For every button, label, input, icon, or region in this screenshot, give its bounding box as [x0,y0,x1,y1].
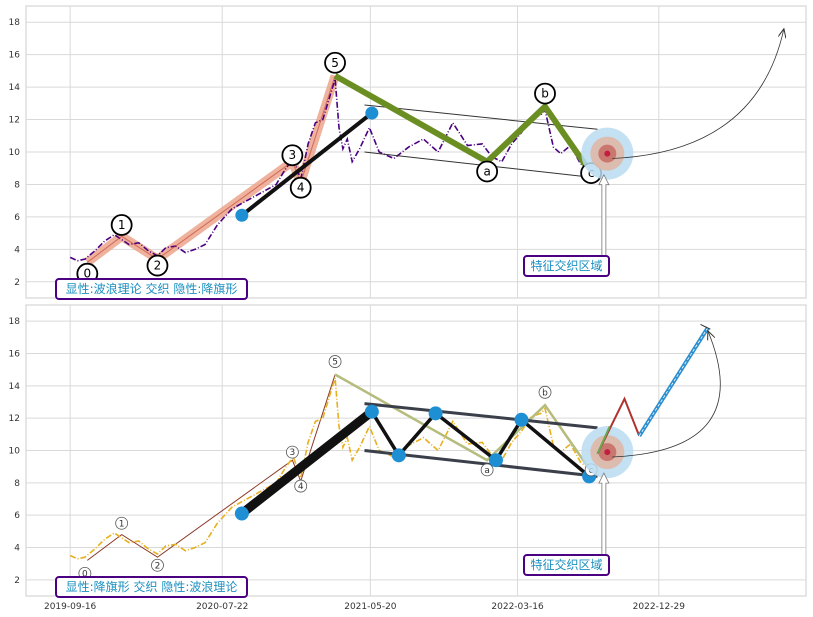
wave-label-circle [285,445,299,459]
pivot-dot [514,412,529,427]
pattern-label-box [55,278,248,300]
wave-label-circle [115,516,129,530]
wave-label-b: b [542,388,548,398]
zone-label-text: 特征交织区域 [530,557,602,572]
pointer-arrow [598,472,610,568]
wave-label-5: 5 [331,56,339,70]
wave-label-3: 3 [290,448,296,458]
y-tick-label: 18 [9,317,21,327]
trend-line [240,111,374,217]
wave-label-1: 1 [119,519,125,529]
y-tick-label: 10 [9,148,21,158]
y-tick-label: 14 [9,382,21,392]
wave-label-5: 5 [332,358,338,368]
wave-label-circle [480,463,494,477]
flag-channel-upper [364,402,598,430]
wave-label-b: b [541,87,549,101]
y-tick-label: 16 [9,51,21,61]
pivot-dot [391,448,406,463]
wave-label-3: 3 [289,148,297,162]
panel-bottom: 24681012141618012345abc显性:降旗形 交织 隐性:波浪理论… [9,304,807,598]
x-tick-label: 2022-12-29 [633,602,686,612]
y-tick-label: 12 [9,116,20,126]
correction-abc-line [333,73,594,175]
pivot-dot [235,208,249,222]
x-axis: 2019-09-16 2020-07-22 2021-05-20 2022-03-16… [44,602,685,612]
wave-label-4: 4 [298,482,304,492]
pivot-dot [488,453,503,468]
wave-label-circle [151,558,164,572]
wave-label-2: 2 [154,259,162,273]
wave-label-a: a [483,164,490,178]
y-tick-label: 8 [14,479,20,489]
y-tick-label: 6 [14,213,20,223]
wave-label-circle [476,160,499,183]
x-tick-label: 2021-05-20 [344,602,397,612]
wave-label-a: a [484,466,490,476]
wave-label-0: 0 [84,267,92,281]
y-tick-label: 12 [9,414,20,424]
pattern-label-text: 显性:降旗形 交织 隐性:波浪理论 [66,579,238,594]
pivot-dot [428,406,443,421]
target-zone-core [604,449,611,456]
wave-label-circle [110,214,133,236]
y-tick-label: 6 [14,511,20,521]
wave-label-circle [324,51,346,74]
x-tick-label: 2022-03-16 [491,602,544,612]
zone-label-box [523,554,610,576]
y-tick-label: 4 [14,245,20,255]
wave-label-0: 0 [82,569,88,579]
zone-label-box [523,255,610,277]
y-tick-label: 10 [9,447,21,457]
wave-label-1: 1 [118,218,126,232]
wave-label-circle [294,479,308,493]
wave-label-circle [328,355,342,368]
y-tick-label: 8 [14,180,20,190]
y-tick-label: 2 [14,278,20,288]
y-tick-label: 16 [9,350,21,360]
projection-end-cap [700,323,711,330]
projection-target-dash [638,327,709,437]
wave-label-circle [534,82,556,105]
flagpole-line [237,407,377,519]
wave-label-4: 4 [297,181,305,195]
correction-abc-line [334,373,593,473]
projection-arrow [612,331,721,458]
pivot-dot [365,106,379,120]
y-tick-label: 2 [14,576,20,586]
wave-label-circle [538,385,552,399]
wave-label-circle [146,254,169,277]
y-tick-label: 4 [14,544,20,554]
pattern-label-box [55,576,248,598]
y-tick-label: 18 [9,18,21,28]
wave-label-circle [281,144,304,167]
y-tick-label: 14 [9,83,21,93]
wave-label-2: 2 [155,561,161,571]
panel-top: 24681012141618012345abc显性:波浪理论 交织 隐性:降旗形… [9,5,807,300]
projection-arrow [612,29,784,159]
wave-label-circle [289,176,312,199]
pointer-arrow [598,173,610,266]
x-tick-label: 2019-09-16 [44,602,97,612]
pattern-label-text: 显性:波浪理论 交织 隐性:降旗形 [66,281,238,296]
projection-start-line [596,425,611,455]
price-series [69,78,598,262]
price-series [69,377,598,560]
pivot-dot [234,506,249,521]
x-tick-label: 2020-07-22 [196,602,248,612]
zone-label-text: 特征交织区域 [530,258,602,273]
flag-zigzag-line [370,410,591,478]
pivot-dot [364,404,379,419]
target-zone-core [604,150,611,157]
